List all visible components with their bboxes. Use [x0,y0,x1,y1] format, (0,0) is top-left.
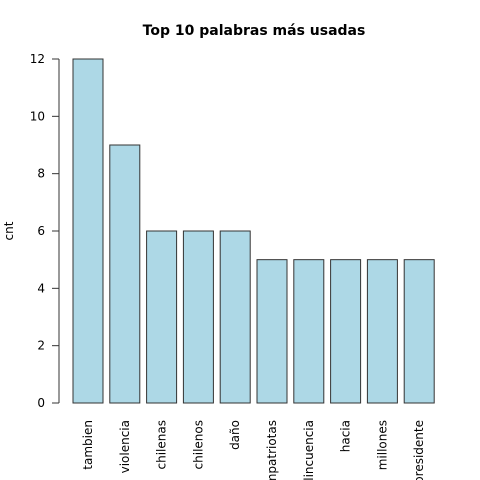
x-axis-labels: tambien violencia chilenas chilenos daño comp… [81,420,426,480]
bars [72,58,435,404]
x-tick-label: chilenos [191,420,205,469]
x-tick-label: presidente [412,420,426,480]
y-axis-label: cnt [2,221,16,240]
x-tick-label: tambien [81,420,95,470]
chart-title: Top 10 palabras más usadas [143,23,366,39]
bar-6 [293,259,325,404]
bar-0 [72,58,104,404]
x-tick-label: chilenas [155,420,169,469]
x-tick-label: daño [228,420,242,450]
bar-9 [403,259,435,404]
y-tick-label: 2 [37,339,45,353]
x-tick-label: violencia [118,420,132,473]
y-axis: 0 2 4 6 8 10 12 [30,52,60,410]
x-tick-label: delincuencia [302,420,316,480]
y-tick-label: 4 [37,281,45,295]
bar-4 [219,230,251,404]
y-tick-label: 12 [30,52,45,66]
x-tick-label: compatriotas [265,420,279,480]
bar-3 [182,230,214,404]
y-tick-label: 10 [30,109,45,123]
bar-1 [109,144,141,404]
bar-2 [146,230,178,404]
x-tick-label: hacia [339,420,353,452]
y-tick-label: 0 [37,396,45,410]
x-tick-label: millones [375,420,389,470]
bar-5 [256,259,288,404]
y-tick-label: 8 [37,167,45,181]
y-tick-label: 6 [37,224,45,238]
bar-8 [366,259,398,404]
bar-7 [330,259,362,404]
